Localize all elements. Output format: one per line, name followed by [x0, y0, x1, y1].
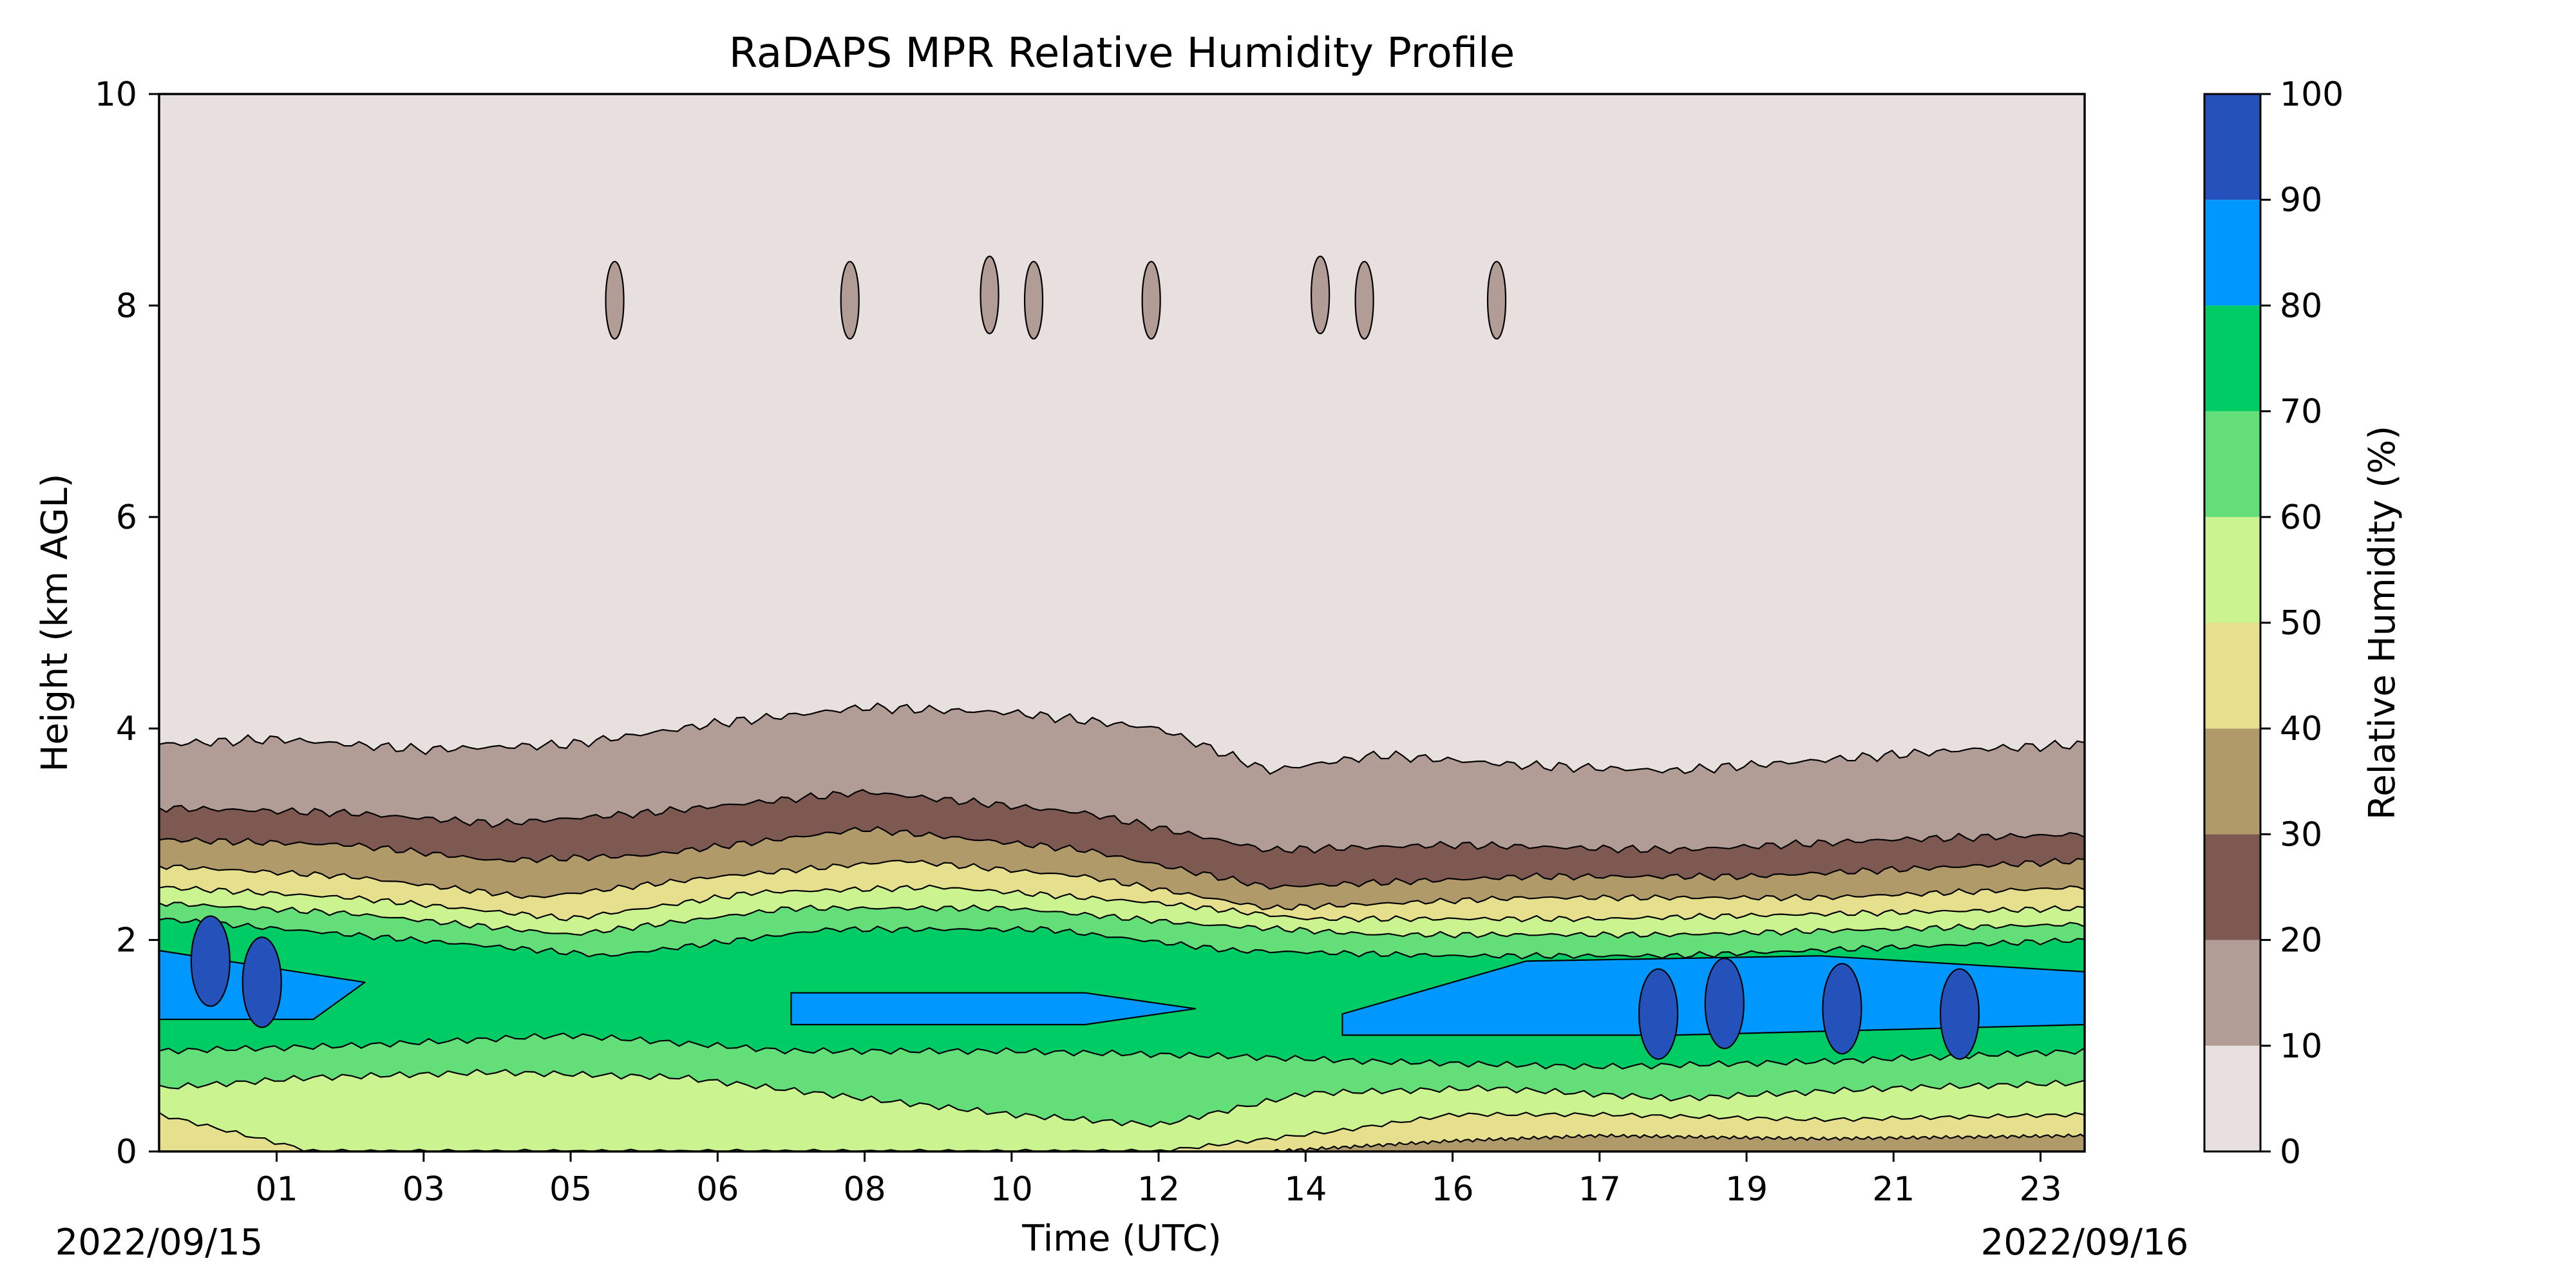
colorbar-swatch	[2204, 1045, 2260, 1151]
x-tick-label: 01	[256, 1170, 298, 1209]
wet-cores	[190, 915, 1980, 1060]
y-axis: 0 2 4 6 8 10	[95, 75, 159, 1171]
y-tick-label: 10	[95, 75, 137, 114]
x-tick-label: 05	[549, 1170, 592, 1209]
y-tick-label: 0	[116, 1133, 137, 1171]
x-tick-label: 08	[843, 1170, 886, 1209]
x-tick-label: 19	[1725, 1170, 1768, 1209]
colorbar-tick-label: 20	[2280, 922, 2322, 960]
colorbar-swatch	[2204, 623, 2260, 729]
colorbar-tick-label: 70	[2280, 393, 2322, 431]
upper-patch	[605, 261, 625, 340]
colorbar-tick-label: 80	[2280, 287, 2322, 325]
colorbar-swatch	[2204, 200, 2260, 306]
colorbar-swatch	[2204, 728, 2260, 835]
upper-patch	[1354, 261, 1374, 340]
y-tick-label: 6	[116, 498, 137, 537]
colorbar-tick-label: 50	[2280, 604, 2322, 643]
wet-core	[242, 936, 282, 1028]
colorbar-swatch	[2204, 94, 2260, 200]
colorbar-swatch	[2204, 516, 2260, 623]
upper-patch	[1486, 261, 1507, 340]
colorbar-swatch	[2204, 834, 2260, 940]
wet-core	[1822, 963, 1862, 1055]
y-tick-label: 4	[116, 710, 137, 748]
colorbar-tick-label: 10	[2280, 1027, 2322, 1066]
wet-core	[1939, 968, 1980, 1060]
plot-area	[159, 94, 2085, 1151]
y-tick-label: 8	[116, 287, 137, 325]
colorbar: 0 10 20 30 40 50 60 70 80 90 100	[2203, 75, 2344, 1171]
x-tick-label: 06	[696, 1170, 739, 1209]
colorbar-tick-label: 40	[2280, 710, 2322, 748]
colorbar-tick-label: 60	[2280, 498, 2322, 537]
colorbar-tick-label: 100	[2280, 75, 2344, 114]
colorbar-tick-label: 30	[2280, 815, 2322, 854]
plot-frame	[158, 93, 2086, 1153]
upper-level-patches	[605, 255, 1507, 340]
x-tick-label: 10	[990, 1170, 1033, 1209]
x-tick-label: 21	[1872, 1170, 1915, 1209]
chart-title: RaDAPS MPR Relative Humidity Profile	[729, 30, 1515, 77]
upper-patch	[1023, 261, 1044, 340]
x-axis-label: Time (UTC)	[1021, 1218, 1222, 1260]
y-axis-label: Height (km AGL)	[34, 473, 76, 772]
contour-fill-rh_40_lower	[1268, 1133, 2085, 1151]
colorbar-tick-label: 0	[2280, 1133, 2301, 1171]
upper-patch	[1311, 255, 1331, 335]
x-tick-label: 03	[402, 1170, 445, 1209]
wet-core	[1638, 968, 1679, 1060]
colorbar-label: Relative Humidity (%)	[2362, 426, 2403, 820]
x-tick-label: 23	[2019, 1170, 2061, 1209]
wet-core	[1704, 958, 1745, 1050]
y-tick-label: 2	[116, 922, 137, 960]
x-tick-label: 12	[1137, 1170, 1180, 1209]
x-axis: 01 03 05 06 08 10 12 14 16 17 19 21 23	[256, 1151, 2062, 1209]
colorbar-swatch	[2204, 940, 2260, 1046]
x-tick-label: 16	[1431, 1170, 1473, 1209]
x-tick-label: 17	[1578, 1170, 1621, 1209]
upper-patch	[840, 261, 860, 340]
colorbar-tick-label: 90	[2280, 181, 2322, 220]
moist-band-80	[790, 992, 1197, 1026]
upper-patch	[1141, 261, 1161, 340]
end-date-label: 2022/09/16	[1981, 1222, 2189, 1264]
wet-core	[190, 915, 231, 1007]
colorbar-swatch	[2204, 305, 2260, 412]
colorbar-swatch	[2204, 411, 2260, 517]
contour-fill-layers	[159, 702, 2085, 1151]
x-tick-label: 14	[1284, 1170, 1327, 1209]
start-date-label: 2022/09/15	[55, 1222, 263, 1264]
upper-patch	[980, 255, 999, 335]
